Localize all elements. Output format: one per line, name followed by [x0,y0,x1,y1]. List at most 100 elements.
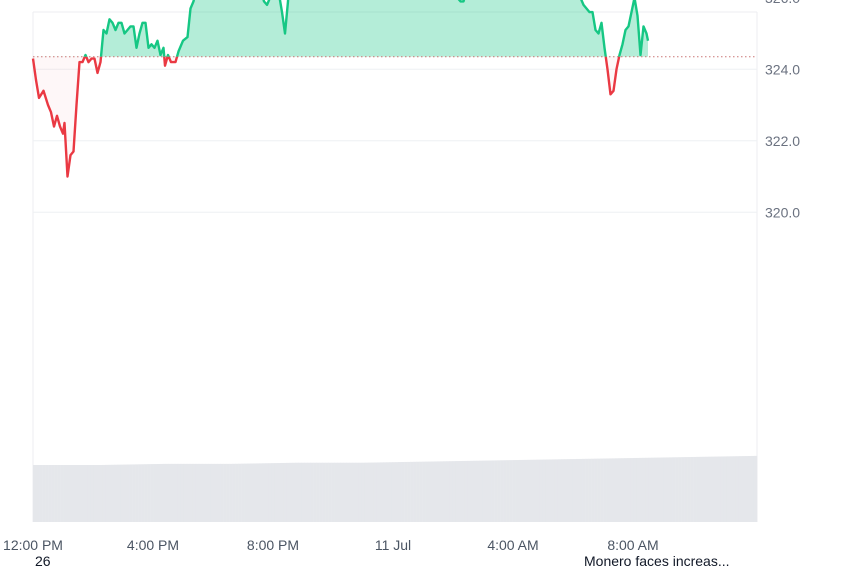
volume-bar [518,459,522,522]
volume-bar [672,457,676,522]
volume-bar [63,465,67,522]
volume-bar [708,456,713,522]
volume-bar [253,463,257,522]
volume-bar [382,462,387,522]
volume-bar [307,462,311,522]
volume-bar [220,463,224,522]
volume-bar [452,461,456,522]
volume-bar [419,461,423,522]
volume-bar [449,461,453,522]
volume-bar [42,465,46,522]
volume-bar [657,457,661,522]
volume-bar [693,456,697,522]
volume-bar [431,461,435,522]
volume-bar [349,462,354,522]
volume-bar [334,462,338,522]
volume-bar [395,462,399,522]
volume-bar [699,456,703,522]
y-tick-label: 326.0 [765,0,800,6]
volume-bar [422,461,426,522]
volume-bar [36,465,40,522]
volume-bar [639,457,643,522]
volume-bar [690,456,694,522]
volume-bar [322,462,326,522]
volume-bar [621,458,625,522]
volume-bar [33,465,37,522]
volume-bar [606,458,610,522]
volume-bar [331,462,335,522]
volume-bar [108,464,112,522]
volume-bar [214,463,218,522]
volume-bar [48,465,52,522]
volume-bar [636,457,640,522]
volume-bar [554,459,559,522]
volume-bar [376,462,381,522]
volume-bar [464,460,468,522]
volume-bar [301,462,305,522]
volume-bar [533,459,538,522]
volume-bar [458,461,462,522]
volume-bar [129,464,133,522]
volume-bar [391,462,396,522]
annotation-right[interactable]: Monero faces increas... [584,553,730,569]
volume-bar [313,462,317,522]
volume-bar [60,465,64,522]
volume-bar [241,463,245,522]
volume-bar [87,465,91,522]
volume-bar [271,463,275,522]
volume-bar [446,461,450,522]
volume-bar [340,462,345,522]
volume-bar [235,463,239,522]
volume-bar [355,462,360,522]
volume-bar [367,462,372,522]
volume-bar [678,457,682,522]
volume-bar [286,462,290,522]
y-tick-label: 320.0 [765,204,800,220]
volume-bar [660,457,664,522]
volume-bar [337,462,341,522]
volume-bar [138,464,142,522]
volume-bar [120,464,124,522]
volume-bar [407,461,411,522]
volume-bar [500,460,504,522]
volume-bar [753,455,758,522]
volume-bar [168,463,173,522]
volume-bar [666,457,670,522]
volume-bar [476,460,480,522]
volume-bar [732,456,737,522]
volume-bar [609,458,613,522]
volume-bar [132,464,136,522]
volume-bars [33,455,758,522]
volume-bar [102,464,106,522]
volume-bar [744,456,749,522]
volume-bar [96,465,100,522]
volume-bar [223,463,227,522]
volume-bar [81,465,85,522]
volume-bar [687,457,691,522]
volume-bar [618,458,622,522]
volume-bar [280,462,284,522]
volume-bar [126,464,130,522]
volume-bar [265,463,269,522]
volume-bar [434,461,438,522]
volume-bar [663,457,667,522]
volume-bar [497,460,501,522]
volume-bar [705,456,710,522]
volume-bar [443,461,447,522]
volume-bar [90,465,94,522]
x-tick-label: 8:00 PM [247,537,299,553]
volume-bar [654,457,658,522]
volume-bar [591,458,595,522]
volume-bar [244,463,248,522]
volume-bar [548,459,553,522]
volume-bar [651,457,655,522]
volume-bar [702,456,707,522]
volume-bar [274,463,278,522]
volume-bar [69,465,73,522]
volume-bar [717,456,722,522]
volume-bar [506,460,510,522]
x-tick-label: 12:00 PM [3,537,63,553]
volume-bar [51,465,55,522]
volume-bar [210,463,215,522]
